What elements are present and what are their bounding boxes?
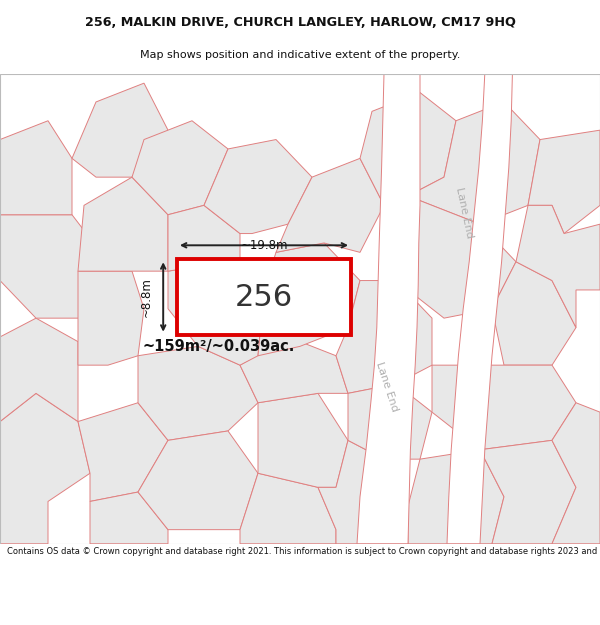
Polygon shape [408, 450, 504, 544]
Polygon shape [318, 441, 408, 544]
Polygon shape [78, 402, 168, 501]
Text: Contains OS data © Crown copyright and database right 2021. This information is : Contains OS data © Crown copyright and d… [7, 547, 600, 556]
Polygon shape [348, 384, 432, 459]
Polygon shape [138, 431, 258, 529]
Polygon shape [360, 92, 456, 206]
Polygon shape [90, 492, 168, 544]
Polygon shape [552, 402, 600, 544]
Text: ~8.8m: ~8.8m [140, 278, 153, 318]
Bar [177, 259, 351, 334]
Polygon shape [168, 262, 264, 365]
Polygon shape [0, 215, 108, 318]
Polygon shape [357, 74, 420, 544]
Polygon shape [447, 74, 512, 544]
Text: ~159m²/~0.039ac.: ~159m²/~0.039ac. [143, 339, 295, 354]
Polygon shape [258, 243, 360, 356]
Polygon shape [0, 318, 78, 421]
Polygon shape [516, 206, 600, 328]
Polygon shape [0, 393, 90, 544]
Polygon shape [480, 441, 576, 544]
Polygon shape [168, 206, 240, 271]
Polygon shape [138, 346, 258, 441]
Text: 256, MALKIN DRIVE, CHURCH LANGLEY, HARLOW, CM17 9HQ: 256, MALKIN DRIVE, CHURCH LANGLEY, HARLO… [85, 16, 515, 29]
Polygon shape [78, 271, 144, 365]
Polygon shape [528, 130, 600, 234]
Polygon shape [408, 102, 540, 224]
Polygon shape [132, 121, 228, 215]
Polygon shape [276, 158, 384, 252]
Polygon shape [258, 393, 348, 488]
Polygon shape [240, 473, 336, 544]
Polygon shape [492, 262, 576, 365]
Text: 256: 256 [235, 282, 293, 311]
Polygon shape [396, 196, 516, 318]
Polygon shape [240, 337, 348, 402]
Text: Map shows position and indicative extent of the property.: Map shows position and indicative extent… [140, 50, 460, 60]
Polygon shape [78, 177, 168, 271]
Polygon shape [0, 121, 72, 215]
Text: Lane End: Lane End [454, 186, 475, 239]
Text: ~19.8m: ~19.8m [240, 239, 288, 252]
Polygon shape [432, 365, 576, 450]
Polygon shape [336, 281, 432, 393]
Text: Lane End: Lane End [374, 360, 400, 413]
Polygon shape [72, 83, 168, 177]
Polygon shape [204, 139, 312, 234]
